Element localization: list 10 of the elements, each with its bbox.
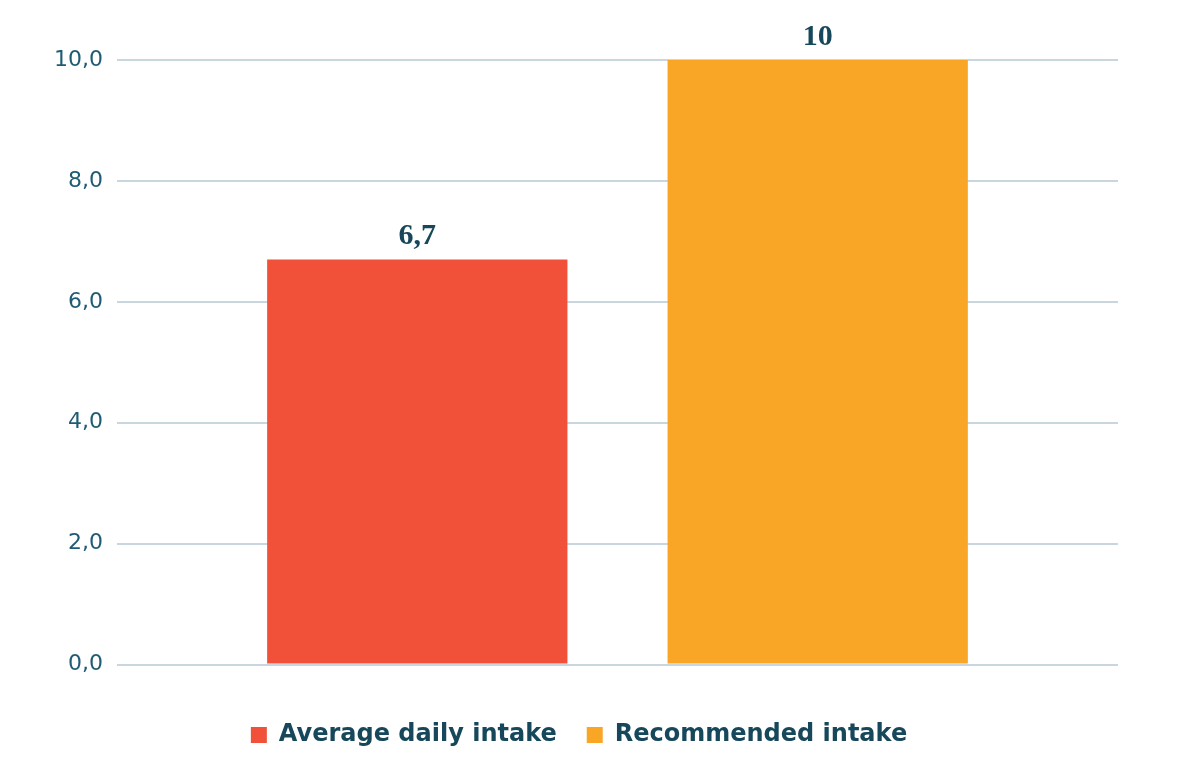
y-tick-label: 0,0 xyxy=(67,650,103,676)
y-tick-label: 10,0 xyxy=(54,45,103,71)
legend-label: Recommended intake xyxy=(614,719,908,748)
y-tick-label: 8,0 xyxy=(67,166,103,192)
data-label: 10 xyxy=(802,17,833,51)
y-tick-label: 6,0 xyxy=(67,287,103,313)
legend-label: Average daily intake xyxy=(278,719,557,748)
y-tick-label: 2,0 xyxy=(67,529,103,555)
y-tick-label: 4,0 xyxy=(67,408,103,434)
data-label: 6,7 xyxy=(398,217,437,251)
